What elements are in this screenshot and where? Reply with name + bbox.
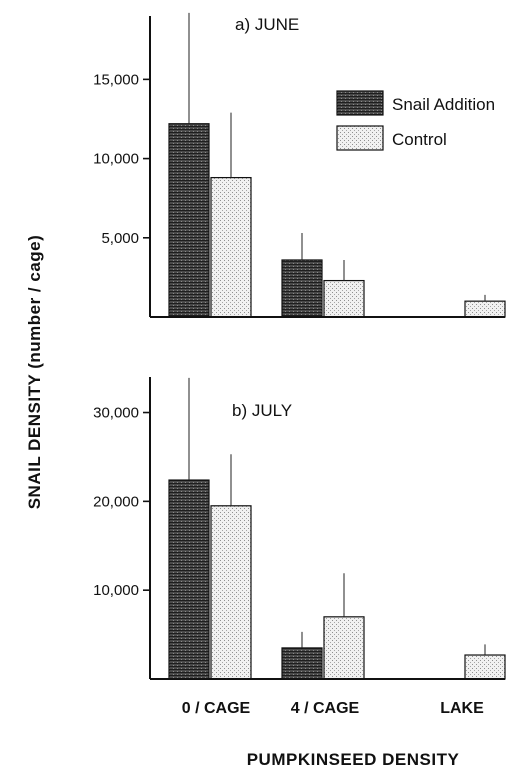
x-axis-title: PUMPKINSEED DENSITY bbox=[247, 750, 460, 769]
legend-swatch-snail-addition bbox=[336, 90, 384, 116]
bar-july-control-lake bbox=[464, 654, 506, 680]
bar-june-snail-addition-0-cage bbox=[168, 123, 210, 318]
panel-june: a) JUNE 5,000 10,000 15,000 bbox=[93, 12, 506, 318]
bars-july bbox=[168, 377, 506, 680]
bar-july-snail-addition-0-cage bbox=[168, 479, 210, 680]
legend-swatch-control bbox=[336, 125, 384, 151]
bar-july-control-4-cage bbox=[323, 616, 365, 680]
y-tick-label-june-0: 5,000 bbox=[101, 230, 139, 247]
category-label-0-cage: 0 / CAGE bbox=[182, 700, 251, 717]
legend-label-snail-addition: Snail Addition bbox=[392, 95, 495, 114]
y-ticks-june: 5,000 10,000 15,000 bbox=[93, 71, 150, 247]
category-label-4-cage: 4 / CAGE bbox=[291, 700, 360, 717]
panel-july: b) JULY 10,000 20,000 30,000 bbox=[93, 377, 506, 680]
y-tick-label-july-0: 10,000 bbox=[93, 582, 139, 599]
bar-june-control-lake bbox=[464, 300, 506, 318]
y-tick-label-june-1: 10,000 bbox=[93, 151, 139, 168]
y-tick-label-july-2: 30,000 bbox=[93, 405, 139, 422]
legend-label-control: Control bbox=[392, 130, 447, 149]
bar-july-snail-addition-4-cage bbox=[281, 647, 323, 680]
bar-june-snail-addition-4-cage bbox=[281, 259, 323, 318]
y-ticks-july: 10,000 20,000 30,000 bbox=[93, 405, 150, 599]
y-tick-label-july-1: 20,000 bbox=[93, 493, 139, 510]
bar-july-control-0-cage bbox=[210, 505, 252, 680]
y-axis-title: SNAIL DENSITY (number / cage) bbox=[25, 235, 44, 510]
y-tick-label-june-2: 15,000 bbox=[93, 71, 139, 88]
bar-june-control-4-cage bbox=[323, 279, 365, 318]
bars-june bbox=[168, 12, 506, 318]
legend: Snail Addition Control bbox=[336, 90, 495, 151]
panel-title-july: b) JULY bbox=[232, 401, 292, 420]
category-label-lake: LAKE bbox=[440, 700, 484, 717]
panel-title-june: a) JUNE bbox=[235, 15, 299, 34]
bar-june-control-0-cage bbox=[210, 176, 252, 318]
